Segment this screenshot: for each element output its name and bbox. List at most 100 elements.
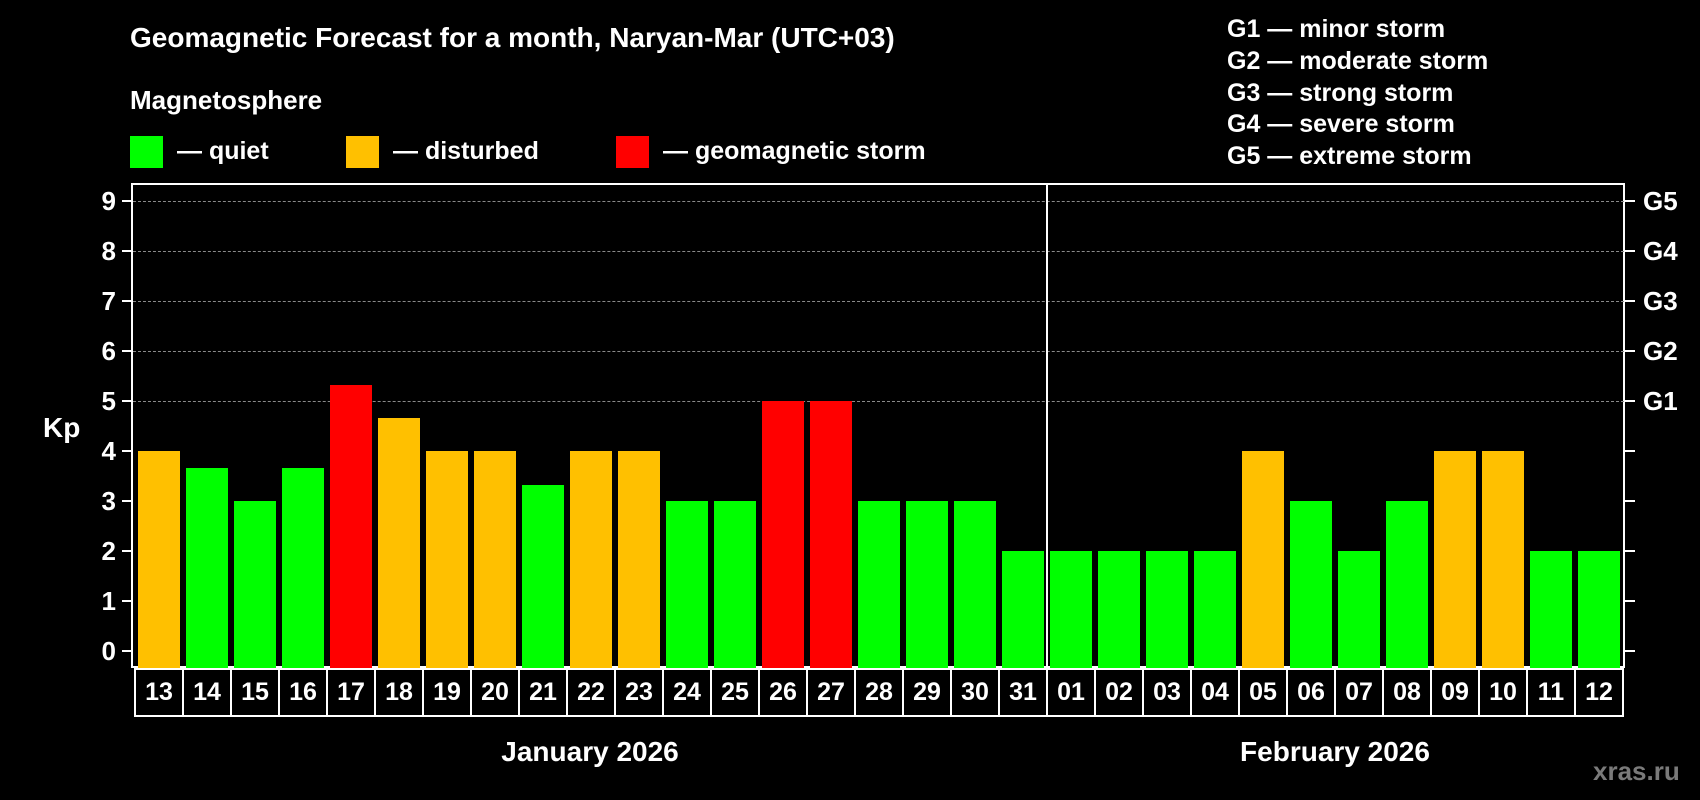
y-tick-label: 3 xyxy=(101,486,116,516)
y-tick-right xyxy=(1625,600,1635,602)
legend-label: — geomagnetic storm xyxy=(663,137,926,165)
legend-swatch-quiet-icon xyxy=(130,135,163,168)
y-tick xyxy=(122,500,132,502)
kp-bar-31 xyxy=(1002,551,1044,668)
y-axis-label: Kp xyxy=(43,412,81,443)
kp-bar-27 xyxy=(810,401,852,668)
y-tick-label: 5 xyxy=(101,386,116,416)
kp-bar-01 xyxy=(1050,551,1092,668)
grid-line xyxy=(133,301,1624,302)
date-cell: 12 xyxy=(1576,670,1624,715)
kp-bar-03 xyxy=(1146,551,1188,668)
date-cell: 20 xyxy=(472,670,520,715)
legend-label: — quiet xyxy=(177,137,269,165)
y-tick-label: 4 xyxy=(101,436,116,466)
kp-bar-05 xyxy=(1242,451,1284,668)
kp-bar-07 xyxy=(1338,551,1380,668)
grid-line xyxy=(133,351,1624,352)
y-tick-label: 1 xyxy=(101,586,116,616)
date-cell: 02 xyxy=(1096,670,1144,715)
date-cell: 09 xyxy=(1432,670,1480,715)
date-cell: 31 xyxy=(1000,670,1048,715)
date-cell: 06 xyxy=(1288,670,1336,715)
storm-level-g5: G5 — extreme storm xyxy=(1227,142,1472,171)
kp-bar-30 xyxy=(954,501,996,668)
y-tick-right xyxy=(1625,450,1635,452)
kp-bar-20 xyxy=(474,451,516,668)
legend-swatch-storm-icon xyxy=(616,135,649,168)
y-tick xyxy=(122,450,132,452)
grid-line xyxy=(133,251,1624,252)
y-tick-right xyxy=(1625,500,1635,502)
y-tick-label: 0 xyxy=(101,636,116,666)
watermark: xras.ru xyxy=(1593,756,1680,786)
date-cell: 03 xyxy=(1144,670,1192,715)
grid-line xyxy=(133,201,1624,202)
y-tick-label: 6 xyxy=(101,336,116,366)
y-tick xyxy=(122,350,132,352)
y-tick-right xyxy=(1625,650,1635,652)
date-cell: 19 xyxy=(424,670,472,715)
date-cell: 01 xyxy=(1048,670,1096,715)
y-tick-right xyxy=(1625,400,1635,402)
date-cell: 07 xyxy=(1336,670,1384,715)
kp-bar-04 xyxy=(1194,551,1236,668)
kp-bar-12 xyxy=(1578,551,1620,668)
kp-bar-10 xyxy=(1482,451,1524,668)
kp-bar-02 xyxy=(1098,551,1140,668)
date-cell: 21 xyxy=(520,670,568,715)
kp-bar-11 xyxy=(1530,551,1572,668)
date-cell: 13 xyxy=(136,670,184,715)
kp-bar-08 xyxy=(1386,501,1428,668)
date-cell: 17 xyxy=(328,670,376,715)
kp-bar-29 xyxy=(906,501,948,668)
date-cell: 29 xyxy=(904,670,952,715)
date-cell: 30 xyxy=(952,670,1000,715)
date-cell: 05 xyxy=(1240,670,1288,715)
kp-bar-15 xyxy=(234,501,276,668)
date-cell: 16 xyxy=(280,670,328,715)
y-tick-label: 2 xyxy=(101,536,116,566)
kp-bar-22 xyxy=(570,451,612,668)
date-cell: 24 xyxy=(664,670,712,715)
date-cell: 25 xyxy=(712,670,760,715)
date-cell: 28 xyxy=(856,670,904,715)
legend-item-storm: — geomagnetic storm xyxy=(616,135,926,168)
kp-bar-13 xyxy=(138,451,180,668)
month-label-february: February 2026 xyxy=(1240,736,1430,767)
y-tick-right xyxy=(1625,550,1635,552)
date-cell: 18 xyxy=(376,670,424,715)
storm-level-list: G1 — minor storm G2 — moderate storm G3 … xyxy=(1227,14,1488,173)
storm-level-g2: G2 — moderate storm xyxy=(1227,46,1489,75)
legend-item-disturbed: — disturbed xyxy=(346,135,539,168)
kp-bar-06 xyxy=(1290,501,1332,668)
storm-level-g4: G4 — severe storm xyxy=(1227,110,1455,139)
date-cell: 22 xyxy=(568,670,616,715)
kp-bar-18 xyxy=(378,418,420,668)
kp-bar-21 xyxy=(522,485,564,668)
kp-bar-26 xyxy=(762,401,804,668)
month-divider xyxy=(1046,183,1048,668)
date-cell: 11 xyxy=(1528,670,1576,715)
date-cell: 23 xyxy=(616,670,664,715)
y-tick xyxy=(122,650,132,652)
y-tick-right xyxy=(1625,300,1635,302)
kp-bar-19 xyxy=(426,451,468,668)
storm-level-g3: G3 — strong storm xyxy=(1227,78,1454,107)
date-cell: 08 xyxy=(1384,670,1432,715)
y-tick-right xyxy=(1625,200,1635,202)
grid-line xyxy=(133,401,1624,402)
kp-bar-09 xyxy=(1434,451,1476,668)
date-axis: 13 14 15 16 17 18 19 20 21 22 23 24 25 26 27 28 29 30 31 01… xyxy=(134,668,1624,717)
y-tick-label: 7 xyxy=(101,286,116,316)
chart-subtitle: Magnetosphere xyxy=(130,85,323,115)
y-tick xyxy=(122,600,132,602)
kp-bar-28 xyxy=(858,501,900,668)
chart-title: Geomagnetic Forecast for a month, Naryan… xyxy=(130,22,895,53)
storm-level-tick-label: G3 xyxy=(1643,286,1678,316)
y-tick xyxy=(122,300,132,302)
legend-swatch-disturbed-icon xyxy=(346,135,379,168)
date-cell: 10 xyxy=(1480,670,1528,715)
storm-level-g1: G1 — minor storm xyxy=(1227,15,1446,43)
y-tick-label: 8 xyxy=(101,236,116,266)
